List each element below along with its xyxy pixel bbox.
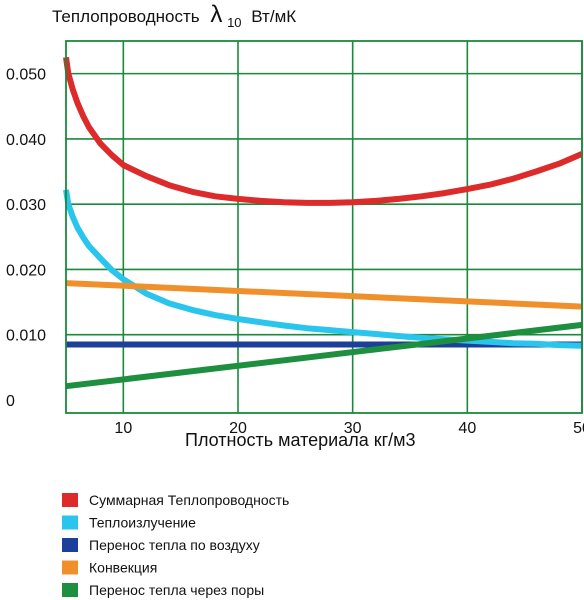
legend-swatch [62, 538, 78, 552]
series-layer [63, 56, 584, 390]
chart-title-symbol: λ [210, 1, 222, 28]
legend-swatch [62, 515, 78, 530]
x-tick-label: 50 [573, 420, 584, 437]
y-tick-label: 0.020 [6, 262, 46, 279]
legend-label: Конвекция [89, 560, 157, 576]
x-tick-label: 40 [458, 420, 476, 437]
y-tick-label: 0.050 [6, 67, 46, 84]
series-line-1 [63, 56, 584, 206]
legend-label: Перенос тепла через поры [89, 582, 264, 598]
plot-border [65, 40, 583, 414]
y-tick-label: 0.010 [6, 328, 46, 345]
plot-frame [65, 40, 583, 414]
legend: Суммарная Теплопроводность Теплоизлучение… [62, 492, 289, 598]
legend-label: Теплоизлучение [89, 515, 196, 531]
legend-swatch [62, 560, 78, 575]
x-tick-label: 10 [114, 420, 132, 437]
y-tick-labels: 0 0.010 0.020 0.030 0.040 0.050 [6, 67, 46, 410]
legend-label: Перенос тепла по воздуху [89, 537, 260, 553]
series-line-4 [65, 280, 583, 310]
chart-title-subscript: 10 [227, 15, 241, 30]
y-tick-label: 0.030 [6, 197, 46, 214]
legend-label: Суммарная Теплопроводность [89, 492, 289, 508]
series-line-2 [63, 189, 583, 349]
y-tick-label: 0.040 [6, 132, 46, 149]
y-tick-label: 0 [6, 393, 15, 410]
chart-title-text: Теплопроводность [52, 7, 200, 26]
x-tick-labels: 10 20 30 40 50 [114, 420, 584, 437]
x-tick-label: 30 [344, 420, 362, 437]
chart-title-unit: Вт/мК [251, 7, 296, 26]
x-axis-label: Плотность материала кг/м3 [185, 430, 416, 450]
chart-title: Теплопроводность λ 10 Вт/мК [52, 1, 296, 31]
series-line-5 [65, 321, 583, 390]
legend-swatch [62, 493, 78, 507]
x-tick-label: 20 [229, 420, 247, 437]
legend-swatch [62, 583, 78, 597]
